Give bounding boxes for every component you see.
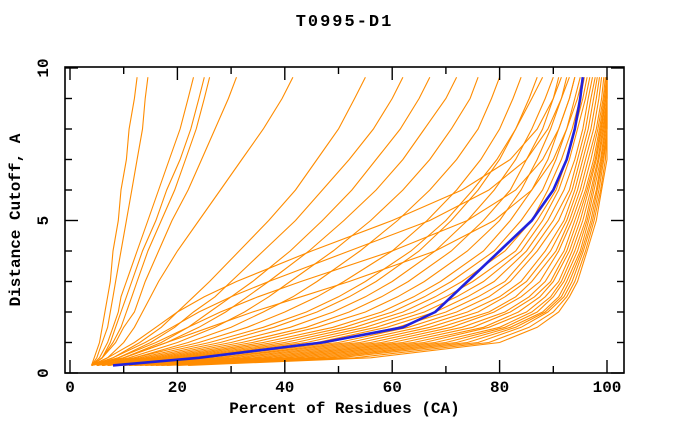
model-curve-orange [134,77,608,366]
model-curve-orange [96,77,554,366]
model-curve-orange [107,77,581,366]
model-curve-orange [118,77,598,366]
model-curve-orange [118,77,601,366]
model-curve-orange [134,77,608,366]
x-tick-label: 80 [490,379,509,397]
model-curve-orange [139,77,608,366]
plot-title: T0995-D1 [295,13,394,32]
model-curve-orange [91,76,431,366]
y-tick-label: 10 [35,58,53,77]
model-curve-orange [150,77,608,366]
model-curve-orange [166,77,608,366]
model-curve-orange [112,77,591,366]
model-curve-orange [96,77,501,366]
model-curve-orange [91,77,570,366]
model-curve-orange [102,77,576,366]
model-curve-orange [145,77,608,366]
x-axis-label: Percent of Residues (CA) [229,400,460,418]
axis-ticks [65,67,624,374]
model-curve-orange [123,77,603,366]
model-curve-orange [90,77,138,366]
x-tick-label: 20 [168,379,187,397]
model-curve-orange [112,77,596,366]
model-curve-orange [91,77,211,366]
x-tick-label: 100 [593,379,622,397]
model-curve-orange [102,77,568,366]
model-curve-orange [91,76,294,366]
y-tick-label: 0 [35,368,53,378]
model-curve-orange [91,77,205,366]
model-curve-orange [91,77,149,366]
model-curve-orange [91,76,404,366]
x-tick-label: 0 [65,379,75,397]
model-curve-orange [91,77,479,366]
model-curve-orange [161,77,608,366]
model-curve-orange [96,76,544,366]
model-curve-orange [91,77,576,366]
model-curve-orange [91,76,458,366]
model-curve-orange [91,77,238,366]
model-curve-orange [91,77,562,366]
model-curve-orange [96,77,522,366]
tick-labels: 0 20 40 60 80 100 0 5 10 [35,58,621,397]
model-curves [90,76,608,367]
model-curve-orange [91,77,195,366]
model-curve-orange [188,77,608,366]
model-curve-orange [91,76,366,366]
model-curve-orange [102,77,560,366]
y-tick-label: 5 [35,216,53,226]
model-curve-orange [107,77,585,366]
model-curve-orange [129,77,608,366]
model-curve-orange [155,77,608,366]
model-curve-orange [129,77,606,366]
model-curve-orange [123,77,605,366]
model-curve-orange [112,77,594,366]
model-curve-highlighted [112,77,585,367]
x-tick-label: 60 [383,379,402,397]
x-tick-label: 40 [275,379,294,397]
